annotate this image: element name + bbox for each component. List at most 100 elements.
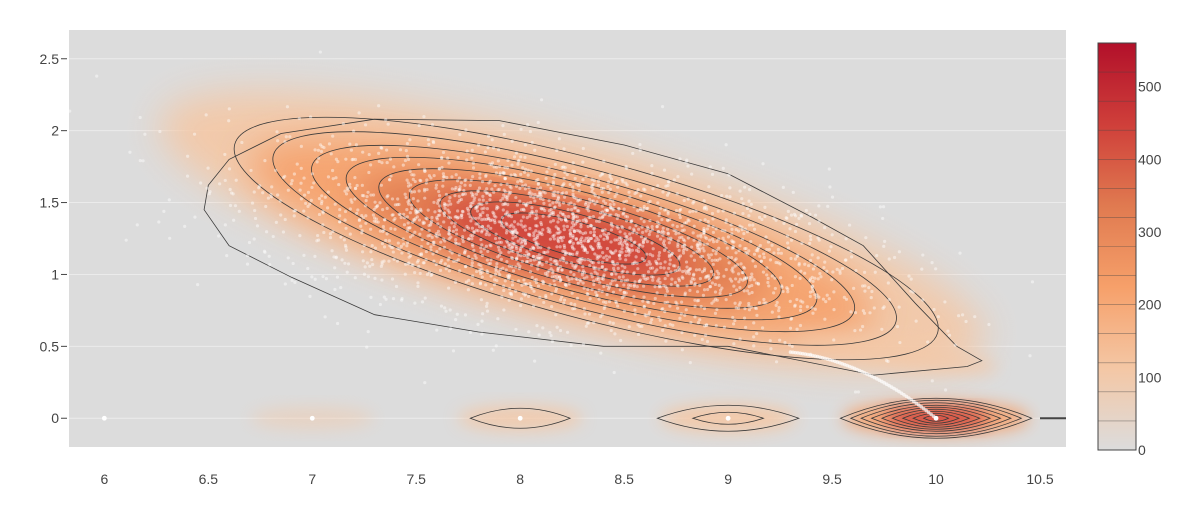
scatter-point xyxy=(499,198,503,203)
scatter-point xyxy=(743,227,747,231)
scatter-point xyxy=(644,277,648,281)
scatter-point xyxy=(613,238,617,242)
scatter-point xyxy=(795,297,799,302)
scatter-point xyxy=(503,177,507,181)
scatter-point xyxy=(538,232,542,236)
scatter-point xyxy=(591,187,595,191)
scatter-point xyxy=(651,247,655,251)
scatter-point xyxy=(827,167,831,171)
scatter-point xyxy=(589,224,593,228)
scatter-point xyxy=(574,277,578,281)
scatter-point xyxy=(523,239,527,243)
scatter-point xyxy=(623,265,627,269)
scatter-point xyxy=(770,243,774,247)
scatter-point xyxy=(353,276,357,280)
scatter-point xyxy=(677,277,681,281)
scatter-point xyxy=(674,209,679,213)
scatter-point xyxy=(620,247,624,251)
scatter-point xyxy=(315,239,319,243)
scatter-point xyxy=(511,249,515,254)
scatter-point xyxy=(706,219,710,224)
scatter-point xyxy=(617,206,621,211)
scatter-point xyxy=(610,251,614,256)
scatter-point xyxy=(511,232,515,236)
contour-line xyxy=(901,410,971,426)
scatter-point xyxy=(728,186,732,190)
scatter-point xyxy=(870,289,874,294)
scatter-point xyxy=(481,198,485,202)
scatter-point xyxy=(507,190,511,194)
scatter-point xyxy=(691,201,695,205)
scatter-point xyxy=(661,328,665,333)
scatter-point xyxy=(738,224,742,228)
scatter-point xyxy=(550,275,554,279)
scatter-point xyxy=(432,200,436,204)
scatter-point xyxy=(461,240,465,244)
scatter-point xyxy=(438,204,442,208)
scatter-point xyxy=(340,258,344,262)
contour-line xyxy=(378,168,782,309)
scatter-point xyxy=(530,211,534,215)
scatter-point xyxy=(505,239,509,243)
scatter-point xyxy=(662,239,666,243)
scatter-point xyxy=(373,276,377,280)
scatter-point xyxy=(398,247,402,251)
scatter-point xyxy=(426,234,430,238)
scatter-point xyxy=(698,247,702,251)
scatter-point xyxy=(482,247,486,251)
scatter-point xyxy=(433,210,437,214)
scatter-point xyxy=(440,258,444,263)
scatter-point xyxy=(321,274,325,279)
scatter-point xyxy=(676,239,680,243)
scatter-point xyxy=(534,209,538,213)
scatter-point xyxy=(577,198,581,202)
scatter-point xyxy=(693,298,697,302)
scatter-point xyxy=(591,199,595,203)
scatter-point xyxy=(454,237,458,242)
scatter-point xyxy=(607,180,611,184)
scatter-point xyxy=(438,260,443,265)
scatter-point xyxy=(892,255,897,260)
scatter-point xyxy=(635,284,639,289)
scatter-point xyxy=(604,233,608,238)
scatter-point xyxy=(683,244,687,248)
scatter-point xyxy=(740,237,745,241)
scatter-point xyxy=(565,224,569,229)
scatter-point xyxy=(295,162,299,166)
scatter-point xyxy=(399,215,403,220)
scatter-point xyxy=(823,225,827,230)
scatter-point xyxy=(745,289,750,293)
scatter-point xyxy=(821,297,826,301)
scatter-point xyxy=(124,238,128,242)
scatter-point xyxy=(418,207,423,212)
scatter-point xyxy=(323,315,327,319)
scatter-point xyxy=(617,275,622,279)
scatter-point xyxy=(546,229,550,234)
scatter-point xyxy=(705,242,710,246)
scatter-point xyxy=(443,202,448,207)
scatter-point xyxy=(463,192,467,196)
scatter-point xyxy=(677,257,681,261)
scatter-point xyxy=(429,248,433,252)
scatter-point xyxy=(635,231,639,235)
scatter-point xyxy=(205,186,209,190)
scatter-point xyxy=(223,152,227,157)
scatter-point xyxy=(443,206,447,210)
scatter-point xyxy=(632,241,636,245)
scatter-point xyxy=(772,251,776,255)
scatter-point xyxy=(661,307,665,311)
scatter-point xyxy=(597,219,601,224)
scatter-point xyxy=(384,118,388,122)
scatter-point xyxy=(413,230,417,234)
scatter-point xyxy=(555,245,559,249)
scatter-point xyxy=(656,184,660,188)
scatter-point xyxy=(738,337,742,341)
scatter-point xyxy=(591,247,595,252)
scatter-point xyxy=(564,251,569,255)
scatter-point xyxy=(683,313,687,317)
scatter-point xyxy=(662,248,667,252)
scatter-point xyxy=(656,279,660,283)
scatter-point xyxy=(667,266,671,270)
x-tick-label: 10.5 xyxy=(1026,471,1053,487)
scatter-point xyxy=(468,215,472,219)
